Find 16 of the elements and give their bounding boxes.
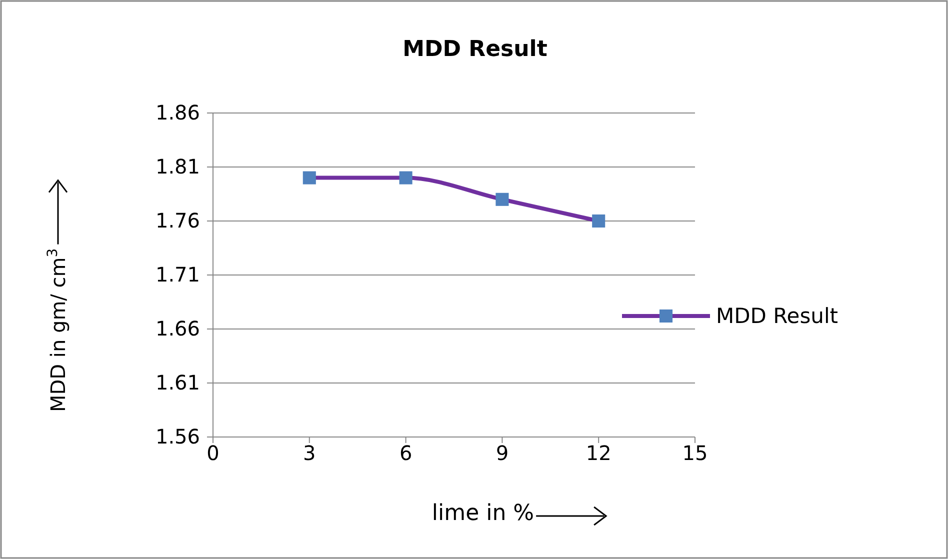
y-tick-label: 1.76 <box>155 208 200 232</box>
y-tick-label: 1.66 <box>155 316 200 340</box>
y-tick-label: 1.71 <box>155 262 200 286</box>
x-tick-label: 12 <box>586 441 612 466</box>
legend-label: MDD Result <box>716 304 838 328</box>
x-tick-label: 6 <box>399 441 412 466</box>
x-tick-label: 3 <box>303 441 316 466</box>
x-tick-label: 0 <box>206 441 220 466</box>
x-axis-title: lime in % <box>432 501 534 526</box>
x-tick-label: 15 <box>682 441 708 466</box>
y-tick-label: 1.56 <box>155 424 200 448</box>
y-tick-label: 1.61 <box>155 370 200 394</box>
y-tick-label: 1.81 <box>155 154 200 178</box>
y-tick-label: 1.86 <box>155 100 200 124</box>
x-tick-label: 9 <box>496 441 509 466</box>
chart-title: MDD Result <box>402 37 548 62</box>
